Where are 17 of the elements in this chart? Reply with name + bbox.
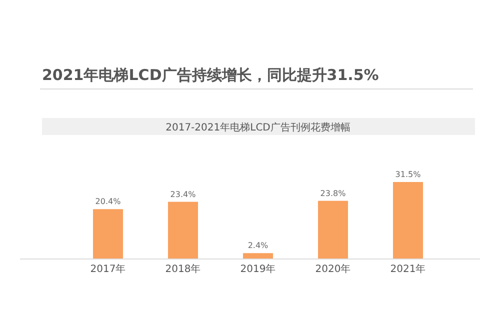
x-tick-label: 2017年 [90, 263, 126, 276]
x-tick-label: 2019年 [240, 263, 276, 276]
data-label: 2.4% [248, 241, 269, 250]
bar [318, 200, 348, 259]
chart-title: 2021年电梯LCD广告持续增长，同比提升31.5% [42, 66, 379, 84]
bar [168, 202, 198, 259]
data-label: 23.8% [320, 188, 346, 198]
x-tick-label: 2020年 [315, 263, 351, 276]
data-label: 31.5% [395, 170, 422, 179]
data-label: 23.4% [170, 190, 196, 199]
chart-subtitle: 2017-2021年电梯LCD广告刊例花费增幅 [166, 122, 350, 134]
data-label: 20.4% [95, 197, 122, 206]
bar [93, 209, 123, 259]
x-tick-label: 2021年 [390, 263, 426, 276]
bar [393, 182, 423, 259]
x-tick-label: 2018年 [165, 263, 201, 276]
bar [243, 253, 273, 259]
